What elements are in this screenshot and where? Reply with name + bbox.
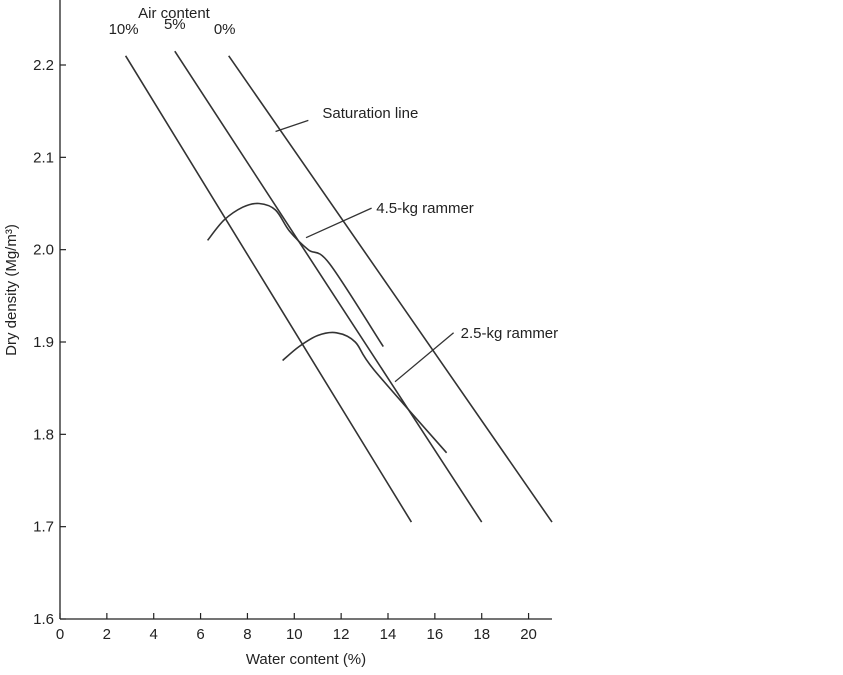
air-void-line-5: [174, 50, 483, 523]
annotation-label: 4.5-kg rammer: [376, 200, 474, 217]
x-tick-label: 8: [243, 626, 251, 643]
x-tick-label: 0: [56, 626, 64, 643]
y-tick-label: 2.2: [33, 57, 54, 74]
y-axis-title: Dry density (Mg/m³): [3, 224, 20, 356]
compaction-curve-4-5-kg-rammer: [206, 202, 384, 348]
air-void-line-0: [228, 55, 553, 523]
x-tick-label: 2: [103, 626, 111, 643]
y-tick-label: 2.0: [33, 242, 54, 259]
y-tick-label: 1.8: [33, 426, 54, 443]
annotation-pointer: [394, 332, 455, 383]
x-tick-label: 16: [427, 626, 444, 643]
compaction-curve-2-5-kg-rammer: [282, 331, 448, 454]
x-axis-title: Water content (%): [246, 651, 366, 668]
y-tick-label: 1.9: [33, 334, 54, 351]
air-content-label: 0%: [214, 21, 236, 38]
x-tick-label: 20: [520, 626, 537, 643]
air-content-label: 10%: [109, 21, 139, 38]
x-tick-label: 14: [380, 626, 397, 643]
x-tick-label: 10: [286, 626, 303, 643]
annotation-pointer: [275, 119, 309, 133]
annotation-label: 2.5-kg rammer: [461, 325, 559, 342]
x-tick-label: 4: [150, 626, 158, 643]
annotation-layer: Saturation line 4.5-kg rammer 2.5-kg ramme…: [275, 105, 559, 383]
annotation-label: Saturation line: [322, 105, 418, 122]
x-tick-label: 18: [473, 626, 490, 643]
y-tick-label: 2.1: [33, 149, 54, 166]
x-tick-label: 12: [333, 626, 350, 643]
x-ticks: 0 2 4 6 8 10 12 14 16 18 20: [56, 613, 537, 643]
air-void-line-10: [124, 55, 413, 523]
series-layer: 10% 5% 0%: [109, 16, 553, 523]
air-content-label: 5%: [164, 16, 186, 33]
y-tick-label: 1.7: [33, 519, 54, 536]
air-content-title: Air content: [138, 5, 211, 22]
x-tick-label: 6: [196, 626, 204, 643]
y-ticks: 1.6 1.7 1.8 1.9 2.0 2.1 2.2: [33, 57, 66, 628]
y-tick-label: 1.6: [33, 611, 54, 628]
annotation-pointer: [305, 207, 372, 239]
